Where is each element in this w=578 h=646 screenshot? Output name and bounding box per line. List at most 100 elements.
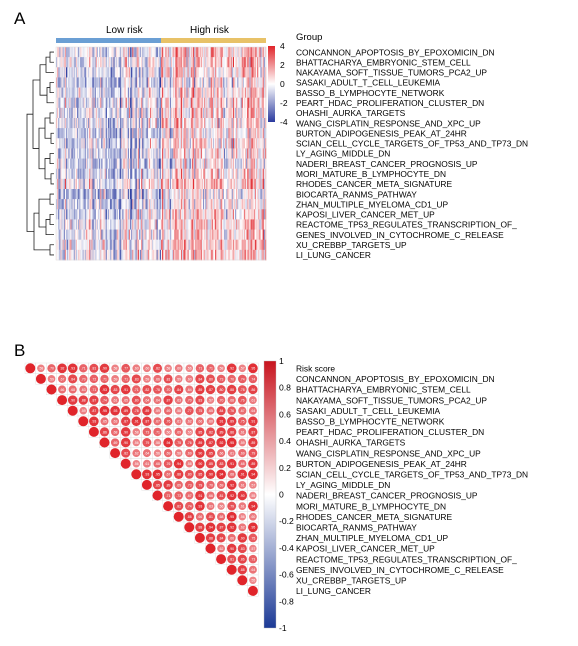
heatmap-cell	[57, 77, 59, 88]
heatmap-cell	[130, 97, 132, 109]
correlation-circle	[78, 416, 89, 427]
heatmap-cell	[195, 97, 197, 109]
heatmap-cell	[135, 47, 138, 58]
correlation-circle	[67, 405, 78, 416]
heatmap-cell	[218, 229, 220, 241]
heatmap-cell	[204, 97, 206, 109]
heatmap-cell	[231, 239, 234, 251]
heatmap-cell	[156, 97, 159, 109]
heatmap-cell	[149, 97, 152, 109]
heatmap-cell	[116, 138, 119, 149]
heatmap-cell	[56, 249, 58, 261]
heatmap-cell	[157, 239, 160, 251]
heatmap-cell	[126, 97, 129, 109]
heatmap-cell	[126, 77, 129, 88]
correlation-value: .71	[123, 377, 128, 381]
heatmap-cell	[210, 219, 213, 230]
heatmap-cell	[157, 249, 160, 261]
heatmap-cell	[254, 87, 257, 99]
heatmap-cell	[57, 97, 59, 109]
heatmap-cell	[102, 67, 104, 78]
heatmap-cell	[80, 168, 82, 180]
heatmap-cell	[193, 87, 195, 99]
heatmap-cell	[64, 138, 67, 149]
heatmap-cell	[225, 97, 227, 109]
heatmap-cell	[124, 118, 126, 129]
heatmap-cell	[120, 158, 122, 170]
heatmap-cell	[123, 189, 125, 200]
heatmap-cell	[136, 148, 139, 159]
heatmap-cell	[249, 87, 251, 99]
heatmap-cell	[78, 107, 80, 119]
heatmap-cell	[93, 128, 96, 139]
correlation-value: .89	[251, 462, 256, 466]
heatmap-cell	[75, 87, 78, 99]
heatmap-cell	[152, 229, 154, 241]
heatmap-cell	[74, 138, 77, 149]
heatmap-cell	[133, 178, 135, 190]
heatmap-cell	[92, 148, 94, 159]
heatmap-cell	[242, 97, 245, 109]
heatmap-cell	[120, 107, 122, 119]
heatmap-cell	[184, 47, 186, 58]
heatmap-cell	[153, 87, 155, 99]
heatmap-cell	[133, 219, 135, 230]
heatmap-cell	[62, 118, 65, 129]
heatmap-cell	[80, 107, 82, 119]
heatmap-cell	[103, 189, 105, 200]
heatmap-cell	[79, 239, 81, 251]
heatmap-cell	[147, 118, 150, 129]
heatmap-cell	[116, 189, 119, 200]
heatmap-cell	[151, 199, 153, 210]
heatmap-cell	[167, 107, 170, 119]
heatmap-cell	[156, 77, 159, 88]
heatmap-cell	[151, 57, 153, 68]
heatmap-cell	[206, 128, 208, 139]
heatmap-cell	[251, 107, 254, 119]
heatmap-cell	[86, 118, 89, 129]
heatmap-cell	[246, 128, 248, 139]
correlation-circle	[131, 416, 142, 427]
correlation-circle	[67, 395, 78, 405]
heatmap-cell	[206, 138, 208, 149]
heatmap-cell	[243, 77, 246, 88]
heatmap-cell	[245, 138, 247, 149]
correlation-circle	[195, 374, 205, 384]
heatmap-cell	[157, 168, 160, 180]
heatmap-cell	[224, 229, 226, 241]
correlation-value: .70	[49, 367, 54, 371]
heatmap-cell	[264, 219, 267, 230]
heatmap-cell	[252, 107, 255, 119]
heatmap-cell	[183, 219, 185, 230]
heatmap-cell	[84, 47, 87, 58]
heatmap-cell	[67, 199, 69, 210]
heatmap-cell	[81, 57, 83, 68]
heatmap-cell	[148, 168, 151, 180]
heatmap-cell	[122, 249, 124, 261]
heatmap-cell	[151, 107, 153, 119]
heatmap-cell	[156, 168, 159, 180]
heatmap-cell	[110, 87, 112, 99]
heatmap-cell	[144, 158, 146, 170]
heatmap-cell	[232, 128, 235, 139]
heatmap-cell	[149, 87, 152, 99]
heatmap-cell	[132, 67, 134, 78]
heatmap-cell	[175, 77, 177, 88]
correlation-value: .95	[102, 409, 107, 413]
heatmap-cell	[58, 148, 60, 159]
heatmap-cell	[200, 97, 203, 109]
heatmap-cell	[218, 97, 220, 109]
correlation-value: .63	[208, 505, 213, 509]
heatmap-cell	[100, 148, 102, 159]
correlation-value: .82	[208, 430, 213, 434]
heatmap-cell	[229, 97, 231, 109]
heatmap-cell	[106, 67, 109, 78]
heatmap-cell	[82, 47, 84, 58]
correlation-value: .56	[134, 441, 139, 445]
heatmap-cell	[179, 128, 182, 139]
heatmap-cell	[131, 97, 133, 109]
heatmap-cell	[99, 209, 101, 220]
heatmap-cell	[122, 47, 124, 58]
heatmap-cell	[199, 118, 202, 129]
heatmap-cell	[175, 158, 177, 170]
